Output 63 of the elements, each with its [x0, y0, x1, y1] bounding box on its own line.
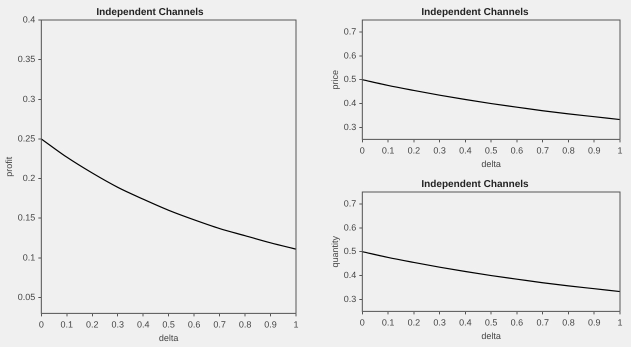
x-tick-label: 0.7 — [213, 319, 226, 330]
chart-title: Independent Channels — [421, 6, 530, 18]
x-tick-label: 0.2 — [408, 317, 420, 328]
y-tick-label: 0.6 — [344, 50, 356, 60]
x-tick-label: 1 — [293, 319, 299, 330]
x-tick-label: 0.4 — [136, 319, 150, 330]
y-tick-label: 0.15 — [18, 212, 36, 223]
x-tick-label: 0.4 — [459, 317, 472, 328]
y-tick-label: 0.7 — [344, 26, 356, 36]
y-tick-label: 0.4 — [344, 98, 356, 108]
x-tick-label: 0.2 — [408, 145, 420, 156]
x-tick-label: 0.9 — [588, 317, 600, 328]
x-tick-label: 0.6 — [510, 317, 524, 328]
x-tick-label: 0 — [360, 145, 365, 156]
x-tick-label: 0.1 — [60, 319, 74, 330]
chart-title: Independent Channels — [421, 178, 530, 190]
x-tick-label: 0.6 — [510, 145, 524, 156]
y-tick-label: 0.4 — [344, 270, 356, 280]
y-tick-label: 0.6 — [344, 222, 356, 232]
y-axis-title: profit — [4, 156, 14, 177]
y-axis-title: quantity — [330, 235, 340, 268]
x-tick-label: 1 — [617, 317, 623, 328]
x-tick-label: 0.1 — [382, 317, 394, 328]
y-tick-label: 0.3 — [344, 122, 356, 132]
x-tick-label: 0.7 — [536, 317, 549, 328]
y-tick-label: 0.5 — [344, 74, 356, 84]
x-tick-label: 0 — [38, 319, 44, 330]
x-tick-label: 0.8 — [562, 145, 575, 156]
x-tick-label: 0.8 — [562, 317, 575, 328]
y-tick-label: 0.7 — [344, 198, 356, 208]
y-tick-label: 0.3 — [344, 294, 356, 304]
x-tick-label: 0.5 — [484, 145, 498, 156]
x-axis-title: delta — [481, 159, 501, 170]
x-tick-label: 0.4 — [459, 145, 472, 156]
x-axis-title: delta — [481, 331, 501, 342]
x-tick-label: 0.3 — [111, 319, 124, 330]
x-tick-label: 1 — [617, 145, 623, 156]
x-tick-label: 0 — [360, 317, 365, 328]
y-tick-label: 0.2 — [22, 173, 36, 184]
y-tick-label: 0.35 — [18, 54, 36, 64]
y-tick-label: 0.3 — [22, 94, 36, 104]
y-tick-label: 0.5 — [344, 246, 356, 256]
line-series — [362, 79, 620, 120]
x-tick-label: 0.5 — [484, 317, 498, 328]
x-tick-label: 0.1 — [382, 145, 394, 156]
x-tick-label: 0.5 — [162, 319, 175, 330]
chart-title: Independent Channels — [96, 6, 204, 18]
x-tick-label: 0.8 — [238, 319, 252, 330]
x-tick-label: 0.6 — [188, 319, 200, 330]
y-tick-label: 0.25 — [18, 133, 36, 144]
x-tick-label: 0.3 — [433, 145, 446, 156]
y-tick-label: 0.05 — [18, 292, 36, 302]
y-axis-title: price — [330, 70, 340, 90]
x-tick-label: 0.7 — [536, 145, 549, 156]
line-series — [362, 251, 620, 292]
y-tick-label: 0.1 — [22, 252, 36, 262]
x-tick-label: 0.3 — [433, 317, 446, 328]
x-axis-title: delta — [158, 333, 178, 344]
x-tick-label: 0.9 — [588, 145, 600, 156]
x-tick-label: 0.9 — [264, 319, 277, 330]
x-tick-label: 0.2 — [86, 319, 99, 330]
y-tick-label: 0.4 — [22, 14, 36, 24]
line-series — [41, 138, 296, 250]
